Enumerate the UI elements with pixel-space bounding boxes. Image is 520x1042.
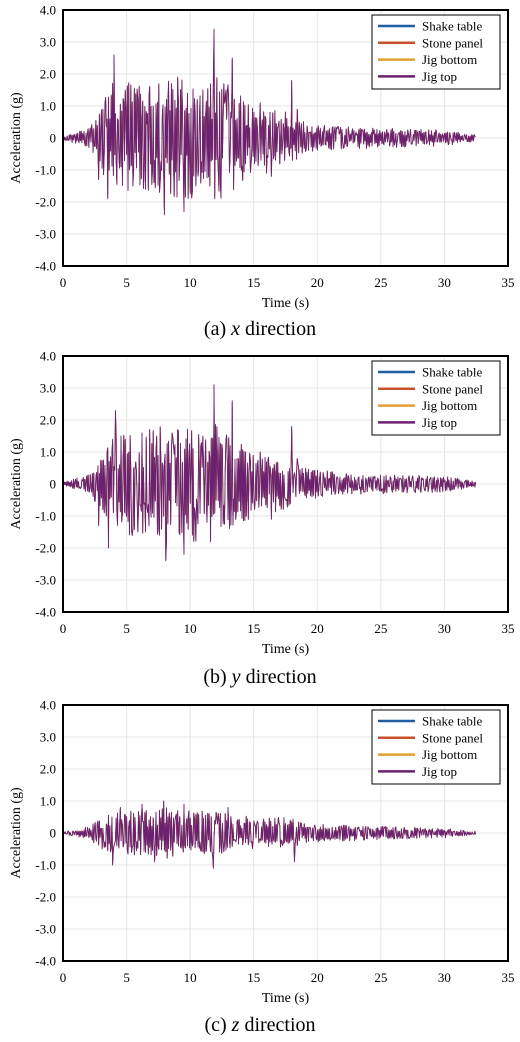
chart-z: 0 5 10 15 20 25 30 35 4.0 3.0 2.0 1.0 0 -1.0 -2.0 -3.0 -… (9, 698, 515, 1007)
caption-direction: x (231, 318, 240, 340)
caption-x: (a) x direction (0, 318, 520, 341)
series-lines (63, 800, 477, 869)
legend-label-shake-table: Shake table (422, 714, 483, 729)
y-tick-label: 4.0 (40, 3, 56, 18)
y-axis-label: Acceleration (g) (9, 787, 24, 879)
caption-y: (b) y direction (0, 666, 520, 689)
y-tick-label: -4.0 (35, 954, 56, 969)
legend-label-shake-table: Shake table (422, 19, 483, 34)
plot-frame (62, 9, 509, 267)
x-tick-label: 25 (374, 621, 387, 636)
chart-y: 0 5 10 15 20 25 30 35 4.0 3.0 2.0 1.0 0 -1.0 -2.0 -3.0 -… (9, 349, 515, 658)
caption-direction: z (231, 1014, 240, 1036)
y-tick-label: -3.0 (35, 227, 56, 242)
x-tick-label: 25 (374, 275, 387, 290)
y-tick-label: -1.0 (35, 163, 56, 178)
legend-label-stone-panel: Stone panel (422, 381, 483, 396)
x-tick-label: 0 (60, 970, 67, 985)
x-tick-label: 0 (60, 275, 67, 290)
y-tick-label: -1.0 (35, 509, 56, 524)
x-tick-label: 30 (438, 275, 451, 290)
y-tick-label: 4.0 (40, 349, 56, 364)
x-tick-label: 35 (502, 970, 515, 985)
series-lines (63, 384, 477, 562)
x-axis-label: Time (s) (262, 991, 310, 1006)
caption-suffix: direction (240, 318, 317, 340)
y-tick-label: -2.0 (35, 890, 56, 905)
legend-label-jig-bottom: Jig bottom (422, 398, 477, 413)
legend-label-jig-top: Jig top (422, 69, 457, 84)
y-tick-label: -4.0 (35, 605, 56, 620)
legend-label-stone-panel: Stone panel (422, 35, 483, 50)
y-tick-label: -4.0 (35, 259, 56, 274)
y-tick-label: 3.0 (40, 35, 56, 50)
legend-label-shake-table: Shake table (422, 365, 483, 380)
x-tick-label: 35 (502, 275, 515, 290)
series-line-jig-top (63, 28, 476, 216)
x-tick-label: 15 (247, 970, 260, 985)
x-tick-label: 5 (123, 970, 130, 985)
y-tick-label: 1.0 (40, 445, 56, 460)
y-tick-label: 0 (50, 131, 57, 146)
x-tick-label: 20 (311, 970, 324, 985)
y-tick-label: -3.0 (35, 922, 56, 937)
x-tick-label: 5 (123, 275, 130, 290)
x-tick-label: 15 (247, 275, 260, 290)
legend-label-jig-bottom: Jig bottom (422, 747, 477, 762)
caption-z: (c) z direction (0, 1014, 520, 1037)
series-lines (63, 28, 476, 216)
y-tick-label: 0 (50, 826, 57, 841)
y-tick-label: -1.0 (35, 858, 56, 873)
caption-direction: y (231, 666, 241, 688)
x-tick-label: 10 (184, 275, 197, 290)
legend-label-jig-top: Jig top (422, 415, 457, 430)
x-tick-label: 5 (123, 621, 130, 636)
y-tick-label: -3.0 (35, 573, 56, 588)
caption-prefix: (c) (204, 1014, 232, 1036)
chart-x: 0 5 10 15 20 25 30 35 4.0 3.0 2.0 1.0 0 -1.0 -2.0 -3.0 -… (9, 3, 515, 312)
chart-panel-x: 0 5 10 15 20 25 30 35 4.0 3.0 2.0 1.0 0 -1.0 -2.0 -3.0 -… (0, 0, 520, 323)
y-tick-label: 3.0 (40, 381, 56, 396)
x-tick-label: 25 (374, 970, 387, 985)
caption-suffix: direction (239, 1014, 316, 1036)
caption-prefix: (a) (203, 318, 232, 340)
caption-suffix: direction (240, 666, 317, 688)
y-tick-label: 4.0 (40, 698, 56, 713)
plot-frame (62, 355, 509, 613)
y-tick-label: 2.0 (40, 762, 56, 777)
y-tick-label: 2.0 (40, 413, 56, 428)
legend-label-jig-top: Jig top (422, 764, 457, 779)
x-tick-label: 30 (438, 970, 451, 985)
legend-label-jig-bottom: Jig bottom (422, 52, 477, 67)
y-tick-label: 3.0 (40, 730, 56, 745)
x-tick-label: 35 (502, 621, 515, 636)
y-axis-label: Acceleration (g) (9, 92, 24, 184)
caption-prefix: (b) (203, 666, 232, 688)
y-tick-label: 1.0 (40, 794, 56, 809)
series-line-jig-top (63, 800, 477, 869)
chart-panel-y: 0 5 10 15 20 25 30 35 4.0 3.0 2.0 1.0 0 -1.0 -2.0 -3.0 -… (0, 346, 520, 669)
plot-frame (62, 704, 509, 962)
y-tick-label: -2.0 (35, 195, 56, 210)
x-tick-label: 10 (184, 970, 197, 985)
y-tick-label: 0 (50, 477, 57, 492)
y-tick-label: 2.0 (40, 67, 56, 82)
y-axis-label: Acceleration (g) (9, 438, 24, 530)
x-tick-label: 0 (60, 621, 67, 636)
series-line-jig-top (63, 384, 477, 562)
x-axis-label: Time (s) (262, 296, 310, 311)
x-tick-label: 20 (311, 275, 324, 290)
x-tick-label: 20 (311, 621, 324, 636)
x-axis-label: Time (s) (262, 642, 310, 657)
chart-panel-z: 0 5 10 15 20 25 30 35 4.0 3.0 2.0 1.0 0 -1.0 -2.0 -3.0 -… (0, 695, 520, 1018)
y-tick-label: -2.0 (35, 541, 56, 556)
x-tick-label: 30 (438, 621, 451, 636)
x-tick-label: 10 (184, 621, 197, 636)
x-tick-label: 15 (247, 621, 260, 636)
y-tick-label: 1.0 (40, 99, 56, 114)
legend-label-stone-panel: Stone panel (422, 730, 483, 745)
